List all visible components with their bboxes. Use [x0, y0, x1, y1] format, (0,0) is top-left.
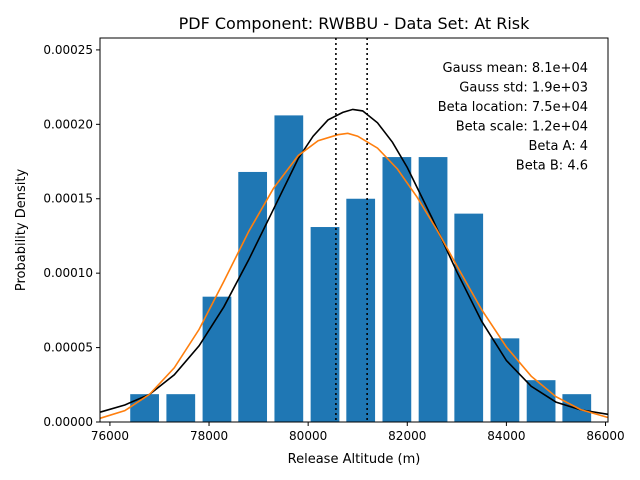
fit-parameter-text: Gauss mean: 8.1e+04 [443, 61, 588, 76]
plot-frame [99, 37, 609, 423]
annotation-box: Gauss mean: 8.1e+04 Gauss std: 1.9e+03 Bet… [438, 61, 588, 174]
y-tick-label: 0.00020 [43, 117, 93, 131]
x-tick-label: 84000 [487, 429, 525, 443]
y-axis-ticks: 0.00000 0.00005 0.00010 0.00015 0.00020 0.000… [43, 43, 100, 429]
x-tick-label: 80000 [289, 429, 327, 443]
y-tick-label: 0.00005 [43, 341, 93, 355]
vlines-group [335, 38, 368, 422]
y-tick-label: 0.00025 [43, 43, 93, 57]
bars-group [130, 115, 592, 422]
beta-fit-line [99, 132, 609, 420]
x-tick-label: 82000 [388, 429, 426, 443]
histogram-bar [382, 157, 412, 422]
x-tick-label: 78000 [190, 429, 228, 443]
histogram-bar [454, 213, 484, 422]
histogram-bar [238, 171, 268, 422]
histogram-bar [130, 394, 159, 422]
fit-parameter-text: Beta scale: 1.2e+04 [456, 120, 588, 135]
y-tick-label: 0.00015 [43, 192, 93, 206]
x-tick-label: 76000 [91, 429, 129, 443]
histogram-bar [166, 394, 196, 422]
histogram-bar [418, 157, 448, 422]
y-tick-label: 0.00010 [43, 266, 93, 280]
histogram-bar [310, 227, 340, 422]
gauss-fit-line [99, 108, 609, 416]
chart-title: PDF Component: RWBBU - Data Set: At Risk [179, 14, 530, 33]
histogram-bar [346, 198, 376, 422]
y-tick-label: 0.00000 [43, 415, 93, 429]
x-axis-label: Release Altitude (m) [288, 452, 421, 467]
fit-parameter-text: Beta location: 7.5e+04 [438, 100, 588, 115]
fit-parameter-text: Gauss std: 1.9e+03 [459, 81, 588, 96]
histogram-bar [274, 115, 304, 422]
y-axis-label: Probability Density [14, 169, 29, 292]
fit-parameter-text: Beta B: 4.6 [516, 159, 588, 174]
fit-parameter-text: Beta A: 4 [528, 139, 588, 154]
x-tick-label: 86000 [586, 429, 624, 443]
x-axis-ticks: 76000 78000 80000 82000 84000 86000 [91, 422, 625, 443]
histogram-bar [490, 338, 520, 422]
curves-group [99, 108, 609, 420]
